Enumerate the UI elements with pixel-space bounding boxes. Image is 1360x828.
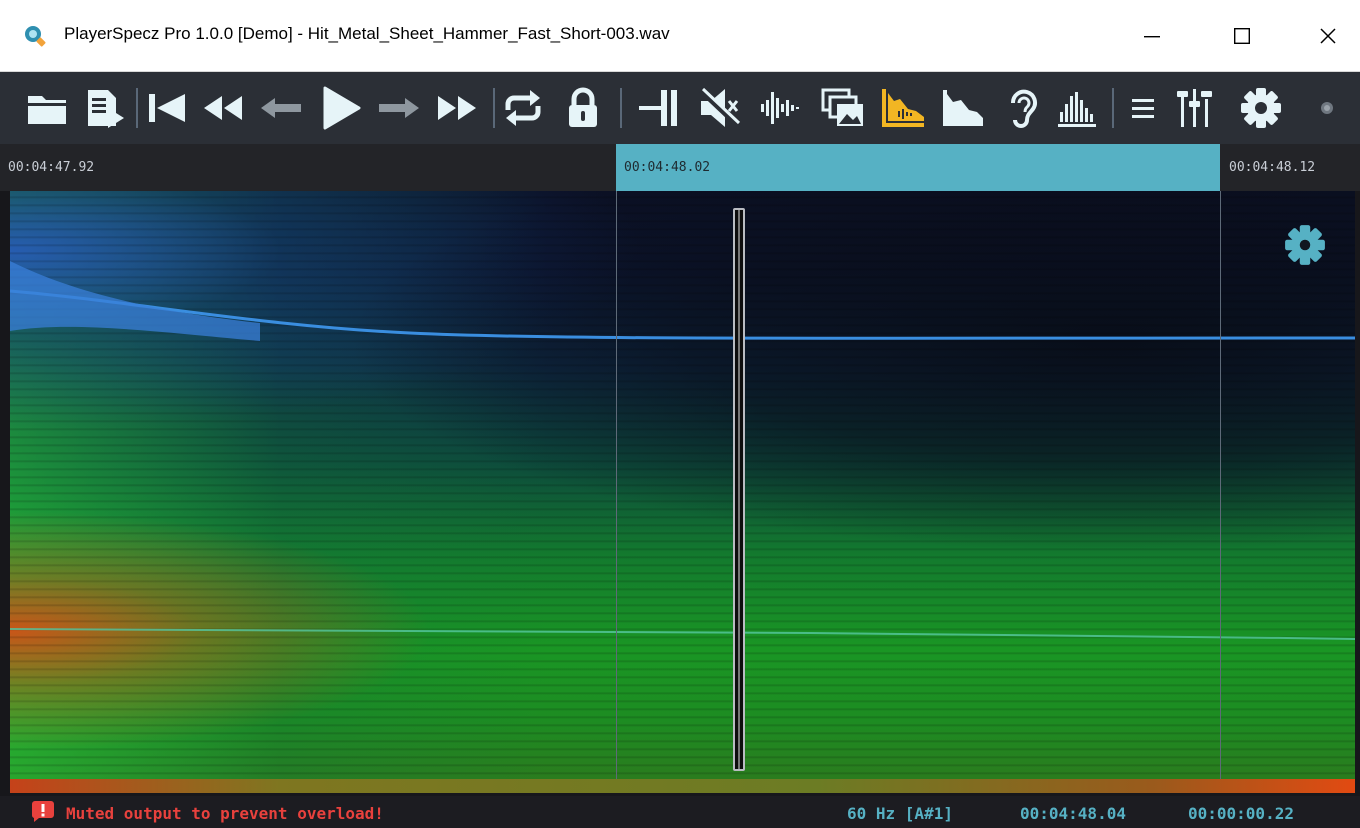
toolbar-separator [136,88,138,128]
open-file-button[interactable] [82,84,128,132]
trim-icon [639,90,677,126]
waveform-icon [761,92,799,124]
toolbar-separator [493,88,495,128]
status-position: 00:04:48.04 [1020,804,1126,823]
settings-button[interactable] [1238,84,1284,132]
menu-button[interactable] [1120,84,1166,132]
toolbar-separator [1112,88,1114,128]
layers-view-button[interactable] [820,84,866,132]
gear-icon [1241,88,1281,128]
list-menu-icon [1132,99,1154,118]
waveform-view-button[interactable] [756,84,802,132]
app-logo-icon [25,26,46,47]
file-play-icon [88,90,124,128]
mixer-button[interactable] [1172,84,1218,132]
timeline-selection-time: 00:04:48.02 [624,160,711,175]
fast-forward-button[interactable] [434,84,480,132]
mute-button[interactable] [696,84,742,132]
timeline-grid-line [616,191,617,780]
trim-button[interactable] [636,84,682,132]
timeline-right-time: 00:04:48.12 [1229,160,1316,175]
status-frequency: 60 Hz [A#1] [847,804,953,823]
play-icon [323,86,361,130]
open-folder-button[interactable] [24,84,70,132]
status-message: Muted output to prevent overload! [66,804,384,823]
timeline-left-time: 00:04:47.92 [8,160,95,175]
rewind-button[interactable] [200,84,246,132]
window-title: PlayerSpecz Pro 1.0.0 [Demo] - Hit_Metal… [64,24,670,43]
step-forward-button[interactable] [376,84,422,132]
spectrogram-bands [10,191,1355,779]
record-indicator-button[interactable] [1310,84,1344,132]
title-bar: PlayerSpecz Pro 1.0.0 [Demo] - Hit_Metal… [0,0,1360,72]
fast-forward-icon [438,96,476,120]
layers-icon [821,88,863,126]
spectrum-area-icon [943,90,983,126]
minimize-button[interactable] [1107,0,1197,72]
status-bar [0,796,1360,828]
loop-button[interactable] [500,84,546,132]
spectrogram-icon [882,89,924,127]
timeline-ruler[interactable]: 00:04:47.92 00:04:48.02 00:04:48.12 [0,144,1360,191]
lock-icon [569,87,597,127]
lock-button[interactable] [560,84,606,132]
skip-start-icon [149,94,185,122]
rewind-icon [204,96,242,120]
speaker-muted-icon [699,87,741,127]
loop-icon [505,90,541,126]
toolbar [0,72,1360,144]
playhead-cursor[interactable] [733,208,745,771]
histogram-view-button[interactable] [1054,84,1100,132]
close-icon [1320,28,1336,44]
spectrogram-low-energy [10,191,1355,779]
histogram-icon [1058,92,1096,127]
toolbar-separator [620,88,622,128]
spectrogram-canvas[interactable] [10,191,1355,779]
warning-icon [31,801,54,822]
spectrogram-harmonics [10,261,1355,640]
minimize-icon [1144,36,1160,38]
ear-icon [1010,89,1037,128]
maximize-button[interactable] [1197,0,1287,72]
spectrogram-view-button[interactable] [880,84,926,132]
status-duration: 00:00:00.22 [1188,804,1294,823]
ear-monitor-button[interactable] [1000,84,1046,132]
timeline-selection[interactable] [616,144,1220,191]
folder-icon [28,96,66,124]
mixer-sliders-icon [1177,89,1212,127]
view-settings-gear-icon[interactable] [1283,223,1327,267]
play-button[interactable] [318,84,364,132]
arrow-right-icon [379,98,419,118]
go-to-start-button[interactable] [144,84,190,132]
close-button[interactable] [1283,0,1360,72]
record-dot-icon [1321,102,1333,114]
arrow-left-icon [261,98,301,118]
maximize-icon [1234,28,1250,44]
timeline-grid-line [1220,191,1221,780]
low-frequency-strip [10,779,1355,793]
step-back-button[interactable] [258,84,304,132]
spectrum-view-button[interactable] [940,84,986,132]
